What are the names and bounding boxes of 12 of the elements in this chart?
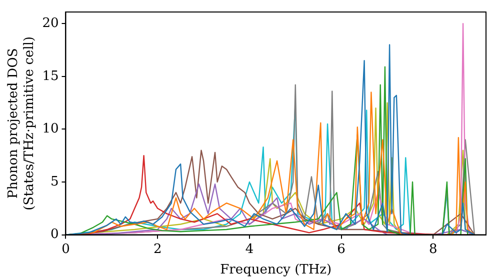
y-tick-label: 20 [42, 16, 59, 31]
y-tick-label: 5 [50, 174, 59, 190]
y-tick-label: 10 [42, 122, 59, 137]
x-tick-label: 6 [337, 242, 346, 257]
y-axis-title: Phonon projected DOS (States/THz·primitive cell) [6, 36, 37, 210]
x-tick-label: 8 [429, 242, 438, 257]
y-tick-label: 15 [42, 68, 59, 84]
x-tick-label: 4 [245, 242, 254, 257]
x-tick-label: 2 [153, 242, 162, 257]
x-tick-label: 0 [62, 242, 70, 257]
y-tick-label: 0 [50, 227, 59, 242]
x-axis-title: Frequency (THz) [220, 262, 332, 278]
